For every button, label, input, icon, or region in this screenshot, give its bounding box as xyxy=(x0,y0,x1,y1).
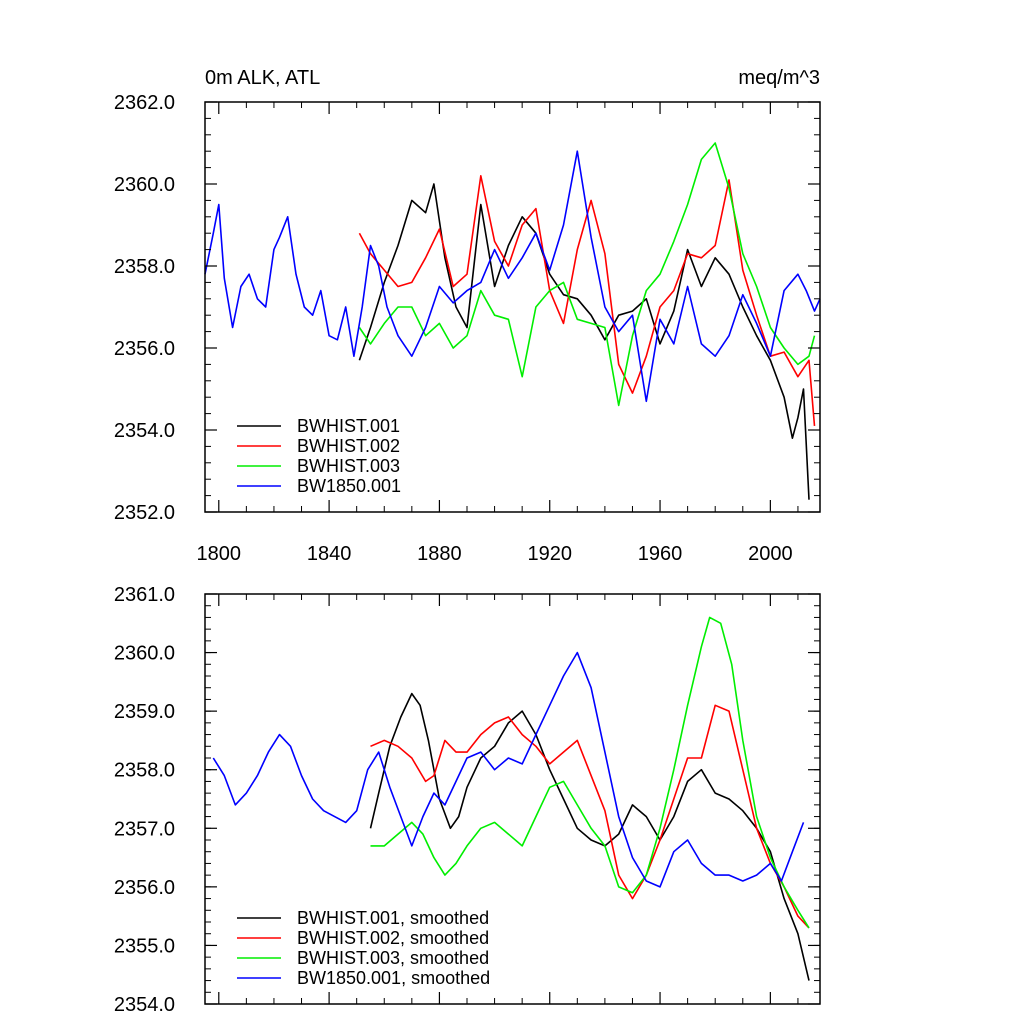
y-tick-label: 2356.0 xyxy=(114,877,175,899)
x-tick-label: 2000 xyxy=(748,543,793,565)
legend-label: BW1850.001 xyxy=(297,476,401,496)
legend-label: BW1850.001, smoothed xyxy=(297,968,490,988)
y-tick-label: 2355.0 xyxy=(114,935,175,957)
top-panel: 0m ALK, ATL meq/m^3 1800 1840 1880 1920 1960… xyxy=(114,67,821,565)
legend-label: BWHIST.001, smoothed xyxy=(297,908,489,928)
bottom-panel-ticks: 2354.0 2355.0 2356.0 2357.0 2358.0 2359.0 2360… xyxy=(114,584,820,1016)
bottom-panel-series-group xyxy=(212,616,810,981)
x-tick-label: 1880 xyxy=(417,543,462,565)
top-panel-series-group xyxy=(204,142,821,500)
y-tick-label: 2358.0 xyxy=(114,760,175,782)
series-line-bottom-3 xyxy=(212,651,805,888)
y-tick-label: 2354.0 xyxy=(114,994,175,1016)
legend-label: BWHIST.002 xyxy=(297,436,400,456)
x-tick-label: 1800 xyxy=(197,543,242,565)
y-tick-label: 2358.0 xyxy=(114,256,175,278)
series-line-bottom-2 xyxy=(370,616,810,929)
series-line-top-1 xyxy=(358,175,816,426)
legend-label: BWHIST.003, smoothed xyxy=(297,948,489,968)
y-tick-label: 2360.0 xyxy=(114,643,175,665)
y-tick-label: 2362.0 xyxy=(114,92,175,114)
y-tick-label: 2357.0 xyxy=(114,818,175,840)
y-tick-label: 2360.0 xyxy=(114,174,175,196)
top-panel-frame xyxy=(204,101,821,513)
bottom-panel: 2354.0 2355.0 2356.0 2357.0 2358.0 2359.0 2360… xyxy=(114,584,821,1016)
series-line-top-3 xyxy=(204,150,821,403)
bottom-panel-frame xyxy=(204,593,821,1005)
series-line-top-0 xyxy=(358,183,810,500)
series-line-top-2 xyxy=(358,142,816,407)
top-panel-title-right: meq/m^3 xyxy=(738,67,820,89)
top-panel-title-left: 0m ALK, ATL xyxy=(205,67,320,89)
x-tick-label: 1960 xyxy=(638,543,683,565)
series-line-bottom-0 xyxy=(369,692,810,981)
legend-label: BWHIST.003 xyxy=(297,456,400,476)
y-tick-label: 2352.0 xyxy=(114,502,175,524)
series-line-bottom-1 xyxy=(370,704,810,929)
y-tick-label: 2359.0 xyxy=(114,701,175,723)
x-tick-label: 1920 xyxy=(527,543,572,565)
y-tick-label: 2361.0 xyxy=(114,584,175,606)
x-tick-label: 1840 xyxy=(307,543,352,565)
legend-label: BWHIST.002, smoothed xyxy=(297,928,489,948)
y-tick-label: 2356.0 xyxy=(114,338,175,360)
y-tick-label: 2354.0 xyxy=(114,420,175,442)
top-panel-ticks: 1800 1840 1880 1920 1960 2000 2352.0 2354.0 2356… xyxy=(114,92,820,565)
legend-label: BWHIST.001 xyxy=(297,416,400,436)
